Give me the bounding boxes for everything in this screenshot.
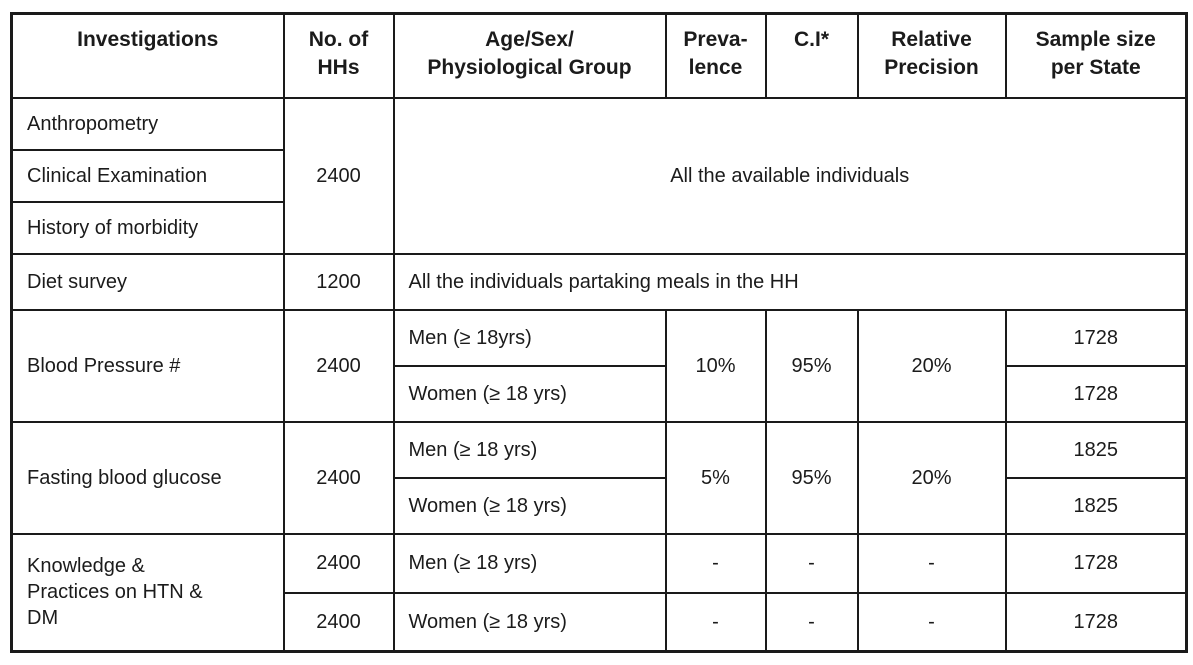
row-fasting-glucose-women: Women (≥ 18 yrs) 1825 [12,476,1188,535]
row-clinical-examination: Clinical Examination [10,148,1187,203]
row-history-morbidity: History of morbidity [10,200,1187,255]
cell-sample-bp-men: 1728 [1004,308,1188,367]
cell-investigation-knowledge-practices: Knowledge & Practices on HTN & DM [10,532,285,653]
sampling-plan-table: Investigations No. of HHs Age/Sex/ Physi… [10,12,1188,653]
cell-prevalence-blood-pressure: 10% [664,308,767,423]
cell-relative-precision-knowledge-men: - [856,532,1007,594]
cell-note-partaking-meals: All the individuals partaking meals in t… [392,252,1188,311]
cell-ci-blood-pressure: 95% [764,308,859,423]
cell-investigation-clinical-examination: Clinical Examination [10,148,285,203]
cell-ci-knowledge-women: - [764,591,859,653]
row-fasting-glucose-men: Fasting blood glucose 2400 Men (≥ 18 yrs… [10,420,1188,535]
cell-hhs-knowledge-men: 2400 [282,532,395,594]
header-no-of-hhs: No. of HHs [282,12,395,99]
cell-relative-precision-knowledge-women: - [856,591,1007,653]
cell-sample-knowledge-men: 1728 [1004,532,1188,594]
row-knowledge-men: Knowledge & Practices on HTN & DM 2400 M… [10,532,1188,653]
cell-hhs-blood-pressure: 2400 [282,308,395,423]
header-prevalence: Preva- lence [664,12,767,99]
cell-investigation-fasting-glucose: Fasting blood glucose [10,420,285,535]
cell-hhs-anthropometry-group: 2400 [282,96,395,255]
cell-group-knowledge-men: Men (≥ 18 yrs) [392,532,667,594]
cell-ci-knowledge-men: - [764,532,859,594]
cell-investigation-blood-pressure: Blood Pressure # [10,308,285,423]
cell-relative-precision-fasting-glucose: 20% [856,420,1007,535]
cell-investigation-anthropometry: Anthropometry [10,96,285,151]
cell-sample-fbg-men: 1825 [1004,420,1188,479]
header-sample-size: Sample size per State [1004,12,1188,99]
header-age-sex-group: Age/Sex/ Physiological Group [392,12,667,99]
row-diet-survey: Diet survey 1200 All the individuals par… [10,252,1188,311]
cell-relative-precision-blood-pressure: 20% [856,308,1007,423]
cell-note-all-available-individuals: All the available individuals [392,96,1188,255]
cell-investigation-diet-survey: Diet survey [10,252,285,311]
cell-sample-bp-women: 1728 [1004,364,1188,423]
cell-investigation-history-morbidity: History of morbidity [10,200,285,255]
cell-hhs-diet-survey: 1200 [282,252,395,311]
cell-sample-fbg-women: 1825 [1004,476,1188,535]
cell-group-fbg-women: Women (≥ 18 yrs) [392,476,667,535]
header-ci: C.I* [764,12,859,99]
cell-hhs-fasting-glucose: 2400 [282,420,395,535]
header-relative-precision: Relative Precision [856,12,1007,99]
header-row: Investigations No. of HHs Age/Sex/ Physi… [10,12,1188,99]
cell-prevalence-fasting-glucose: 5% [664,420,767,535]
row-blood-pressure-men: Blood Pressure # 2400 Men (≥ 18yrs) 10% … [10,308,1188,423]
header-investigations: Investigations [10,12,285,99]
row-knowledge-women: 2400 Women (≥ 18 yrs) - - - 1728 [12,591,1188,653]
cell-prevalence-knowledge-men: - [664,532,767,594]
cell-hhs-knowledge-women: 2400 [282,591,395,653]
cell-ci-fasting-glucose: 95% [764,420,859,535]
cell-group-fbg-men: Men (≥ 18 yrs) [392,420,667,479]
cell-group-knowledge-women: Women (≥ 18 yrs) [392,591,667,653]
cell-group-bp-women: Women (≥ 18 yrs) [392,364,667,423]
row-blood-pressure-women: Women (≥ 18 yrs) 1728 [12,364,1188,423]
cell-prevalence-knowledge-women: - [664,591,767,653]
cell-group-bp-men: Men (≥ 18yrs) [392,308,667,367]
cell-sample-knowledge-women: 1728 [1004,591,1188,653]
row-anthropometry: Anthropometry 2400 All the available ind… [10,96,1188,255]
